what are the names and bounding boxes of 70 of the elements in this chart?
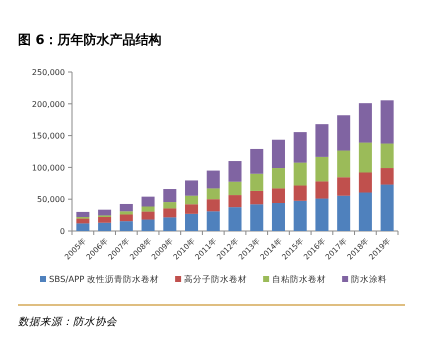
bar — [185, 196, 198, 204]
bar — [206, 188, 220, 200]
bar — [163, 202, 176, 208]
bar — [185, 214, 198, 231]
bar — [142, 212, 155, 220]
y-tick-label: 250,000 — [32, 68, 65, 77]
bar — [185, 204, 198, 214]
bar — [358, 103, 372, 143]
bar — [272, 203, 285, 231]
y-tick-label: 100,000 — [32, 163, 65, 172]
bar — [185, 180, 198, 196]
bar — [206, 211, 220, 231]
bar — [358, 192, 372, 231]
bar — [120, 214, 133, 222]
bar — [228, 195, 242, 208]
bar — [337, 115, 350, 151]
legend-label: 防水涂料 — [351, 274, 388, 285]
bar — [315, 124, 328, 157]
bar — [272, 168, 285, 188]
y-tick-label: 150,000 — [32, 132, 65, 141]
bar — [76, 218, 90, 224]
bar — [142, 196, 155, 207]
bar — [380, 100, 394, 144]
chart-title: 图 6：历年防水产品结构 — [18, 32, 162, 48]
source-note: 数据来源：防水协会 — [18, 316, 118, 328]
bar — [228, 182, 242, 196]
bar — [315, 156, 328, 182]
bar — [294, 186, 307, 201]
bar — [120, 204, 133, 212]
bar — [76, 212, 90, 218]
bar — [315, 198, 328, 231]
legend-label: 高分子防水卷材 — [184, 274, 248, 285]
bar — [358, 142, 372, 172]
bar — [358, 172, 372, 193]
bar — [272, 188, 285, 204]
bar — [337, 177, 350, 196]
bar — [228, 207, 242, 231]
bar — [250, 204, 264, 231]
bar — [98, 222, 112, 231]
bar — [120, 221, 133, 231]
bar — [250, 148, 264, 174]
legend-label: SBS/APP 改性沥青防水卷材 — [49, 274, 160, 285]
bar — [337, 150, 350, 178]
bar — [98, 210, 112, 216]
bar — [380, 168, 394, 185]
bar — [142, 206, 155, 212]
y-tick-label: 50,000 — [37, 195, 65, 204]
bar — [142, 220, 155, 231]
y-tick-label: 0 — [60, 227, 65, 236]
bar — [76, 223, 90, 231]
bar — [272, 140, 285, 168]
legend-label: 自粘防水卷材 — [272, 274, 326, 285]
bar — [380, 144, 394, 168]
bar — [98, 217, 112, 223]
bar — [250, 174, 264, 191]
bar — [294, 132, 307, 163]
bar — [120, 211, 133, 214]
bar — [163, 217, 176, 231]
bar — [228, 161, 242, 182]
bar — [294, 200, 307, 231]
bar — [163, 208, 176, 218]
bar — [380, 184, 394, 231]
bar — [315, 181, 328, 199]
bar — [206, 199, 220, 212]
y-tick-label: 200,000 — [32, 100, 65, 109]
bar — [250, 190, 264, 204]
bar — [294, 162, 307, 186]
bar — [206, 170, 220, 188]
bar — [337, 196, 350, 231]
bar — [163, 189, 176, 202]
